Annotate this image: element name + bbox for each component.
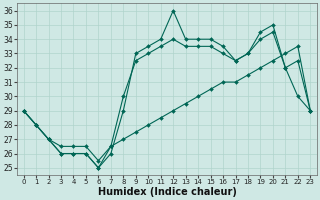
X-axis label: Humidex (Indice chaleur): Humidex (Indice chaleur) <box>98 187 236 197</box>
